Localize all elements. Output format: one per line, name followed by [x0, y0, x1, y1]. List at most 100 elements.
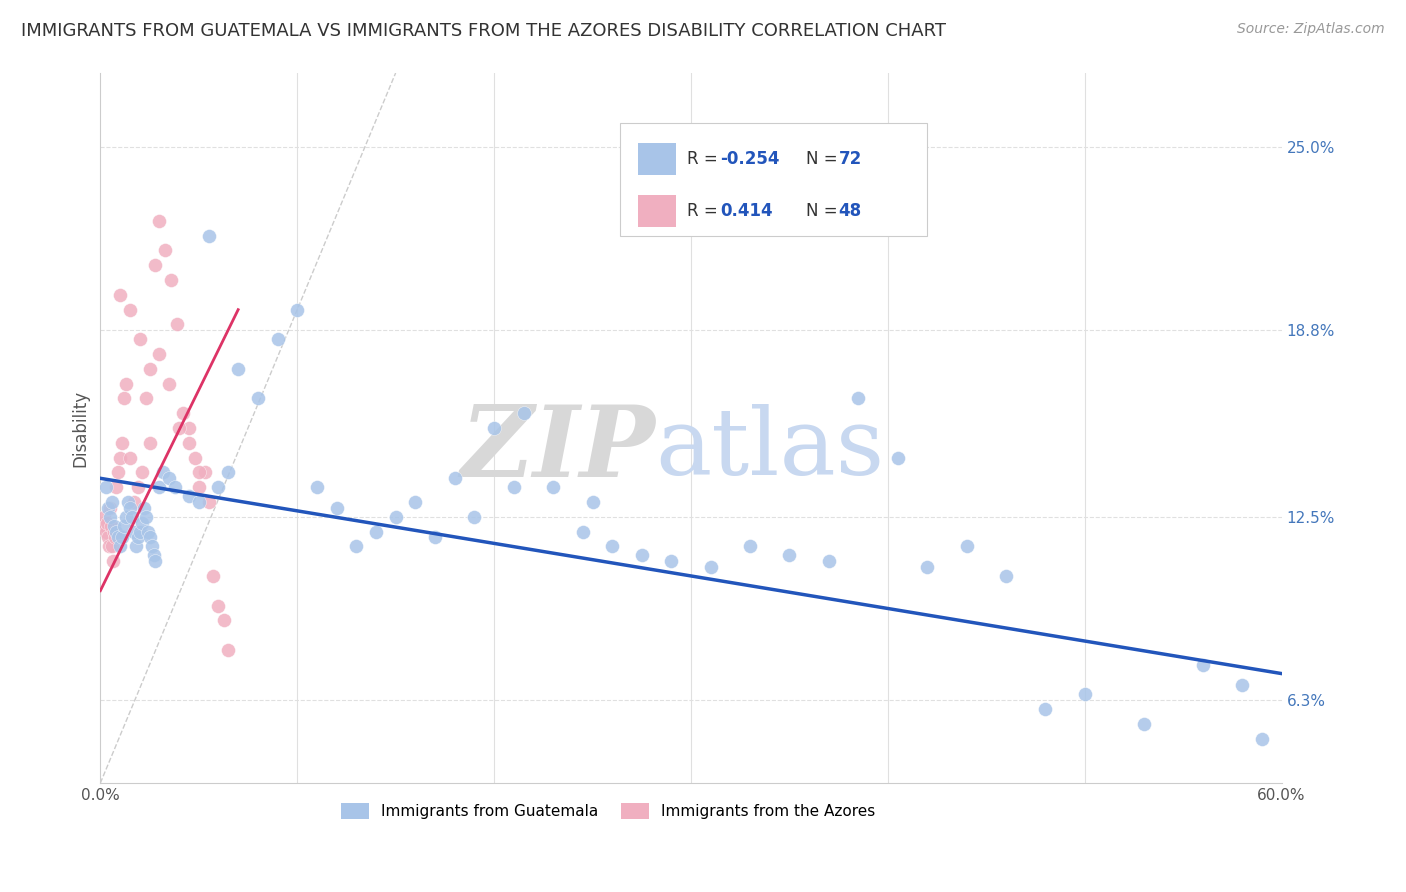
Point — [955, 540, 977, 554]
Point — [1132, 717, 1154, 731]
Point — [132, 500, 155, 515]
Point — [305, 480, 328, 494]
Point — [571, 524, 593, 539]
Point — [187, 480, 209, 494]
Point — [1033, 702, 1056, 716]
Point — [160, 273, 183, 287]
Point — [118, 450, 141, 465]
FancyBboxPatch shape — [620, 123, 927, 236]
Point — [512, 406, 534, 420]
Point — [138, 361, 160, 376]
Text: atlas: atlas — [655, 404, 884, 494]
Point — [148, 347, 170, 361]
FancyBboxPatch shape — [638, 195, 675, 227]
Point — [96, 516, 118, 530]
Text: N =: N = — [806, 202, 842, 220]
Point — [105, 480, 128, 494]
Point — [100, 518, 122, 533]
Point — [167, 421, 190, 435]
Point — [699, 560, 721, 574]
Point — [121, 509, 143, 524]
Point — [115, 509, 138, 524]
Point — [103, 518, 125, 533]
Point — [98, 509, 121, 524]
Point — [994, 569, 1017, 583]
Point — [131, 466, 153, 480]
Text: 48: 48 — [838, 202, 862, 220]
Point — [97, 500, 120, 515]
Point — [145, 554, 167, 568]
Point — [101, 495, 124, 509]
Point — [207, 480, 229, 494]
Point — [101, 554, 124, 568]
Point — [778, 548, 800, 562]
Point — [630, 548, 652, 562]
Point — [128, 332, 150, 346]
Point — [184, 450, 207, 465]
Point — [197, 495, 219, 509]
Point — [1250, 731, 1272, 746]
Point — [404, 495, 426, 509]
Point — [600, 540, 623, 554]
Point — [155, 244, 177, 258]
Point — [108, 450, 131, 465]
Point — [817, 554, 839, 568]
Point — [141, 540, 163, 554]
Point — [115, 376, 138, 391]
Point — [148, 214, 170, 228]
Point — [107, 466, 129, 480]
Point — [177, 421, 200, 435]
Point — [325, 500, 347, 515]
Point — [122, 524, 145, 539]
Point — [93, 509, 115, 524]
Point — [217, 466, 239, 480]
Point — [122, 495, 145, 509]
Point — [105, 524, 128, 539]
Point — [98, 540, 121, 554]
Point — [217, 643, 239, 657]
Point — [194, 466, 217, 480]
Point — [148, 480, 170, 494]
Point — [364, 524, 387, 539]
Point — [482, 421, 505, 435]
Point — [127, 480, 149, 494]
Point — [157, 471, 180, 485]
Point — [738, 540, 761, 554]
Point — [226, 361, 249, 376]
Point — [107, 531, 129, 545]
Point — [502, 480, 524, 494]
Point — [423, 531, 446, 545]
Point — [136, 524, 159, 539]
Point — [177, 435, 200, 450]
Text: R =: R = — [688, 150, 724, 168]
Point — [915, 560, 938, 574]
Point — [152, 466, 174, 480]
Point — [1191, 657, 1213, 672]
Point — [111, 531, 134, 545]
Point — [384, 509, 406, 524]
Point — [214, 613, 236, 627]
Point — [118, 500, 141, 515]
Point — [1230, 678, 1253, 692]
Point — [846, 392, 869, 406]
Point — [127, 531, 149, 545]
Point — [886, 450, 908, 465]
Point — [166, 318, 188, 332]
Point — [135, 392, 157, 406]
Point — [138, 435, 160, 450]
Legend: Immigrants from Guatemala, Immigrants from the Azores: Immigrants from Guatemala, Immigrants fr… — [335, 797, 882, 825]
Point — [111, 435, 134, 450]
Text: -0.254: -0.254 — [720, 150, 780, 168]
Point — [112, 392, 135, 406]
Point — [103, 524, 125, 539]
Point — [187, 466, 209, 480]
Point — [108, 540, 131, 554]
Point — [443, 471, 465, 485]
Text: 0.414: 0.414 — [720, 202, 773, 220]
Point — [197, 228, 219, 243]
Point — [285, 302, 308, 317]
Text: IMMIGRANTS FROM GUATEMALA VS IMMIGRANTS FROM THE AZORES DISABILITY CORRELATION C: IMMIGRANTS FROM GUATEMALA VS IMMIGRANTS … — [21, 22, 946, 40]
Text: R =: R = — [688, 202, 728, 220]
Point — [246, 392, 269, 406]
Point — [112, 518, 135, 533]
